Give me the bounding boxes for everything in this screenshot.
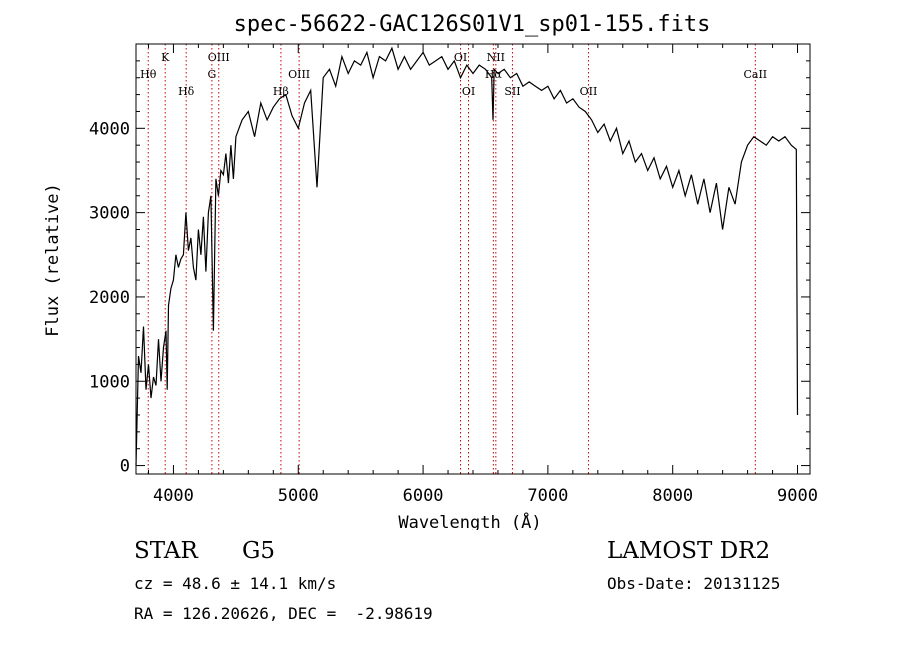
spectral-line-label: CaII — [743, 68, 767, 81]
spectral-line-label: Hδ — [178, 85, 195, 98]
spectral-line-label: OI — [454, 51, 467, 64]
x-tick-label: 7000 — [527, 486, 568, 506]
plot-frame — [135, 43, 811, 475]
spectral-line-label: K — [161, 51, 170, 64]
y-tick-label: 3000 — [89, 204, 130, 224]
coordinates: RA = 126.20626, DEC = -2.98619 — [134, 604, 433, 623]
spectral-line-label: NII — [487, 51, 505, 64]
x-tick-label: 9000 — [777, 486, 818, 506]
y-tick-label: 0 — [120, 457, 130, 477]
x-tick-label: 8000 — [652, 486, 693, 506]
obs-date: Obs-Date: 20131125 — [607, 574, 781, 593]
axis-ticks: 4000 5000 6000 7000 8000 9000 0 1000 2000 3000 400… — [89, 44, 818, 506]
spectral-line-label: G — [207, 68, 216, 81]
spectral-line-label: OI — [462, 85, 475, 98]
y-tick-label: 1000 — [89, 372, 130, 392]
survey: LAMOST DR2 — [607, 538, 771, 564]
spectral-line-label: OII — [580, 85, 598, 98]
spectral-line-label: OIII — [208, 51, 230, 64]
spectral-line-label: SII — [504, 85, 520, 98]
y-axis-label: Flux (relative) — [43, 183, 63, 337]
x-tick-label: 5000 — [278, 486, 319, 506]
spectral-line-label: OIII — [288, 68, 310, 81]
spectral-line-label: Hθ — [140, 68, 157, 81]
redshift: cz = 48.6 ± 14.1 km/s — [134, 574, 337, 593]
object-type: STAR — [134, 538, 198, 564]
y-tick-label: 4000 — [89, 119, 130, 139]
x-tick-label: 4000 — [153, 486, 194, 506]
x-axis-label: Wavelength (Å) — [398, 511, 541, 530]
chart-title: spec-56622-GAC126S01V1_sp01-155.fits — [234, 12, 711, 37]
subclass: G5 — [242, 538, 276, 564]
x-tick-label: 6000 — [403, 486, 444, 506]
spectrum-chart: spec-56622-GAC126S01V1_sp01-155.fits K Hθ… — [43, 12, 818, 530]
y-tick-label: 2000 — [89, 288, 130, 308]
flux-line — [135, 46, 799, 466]
